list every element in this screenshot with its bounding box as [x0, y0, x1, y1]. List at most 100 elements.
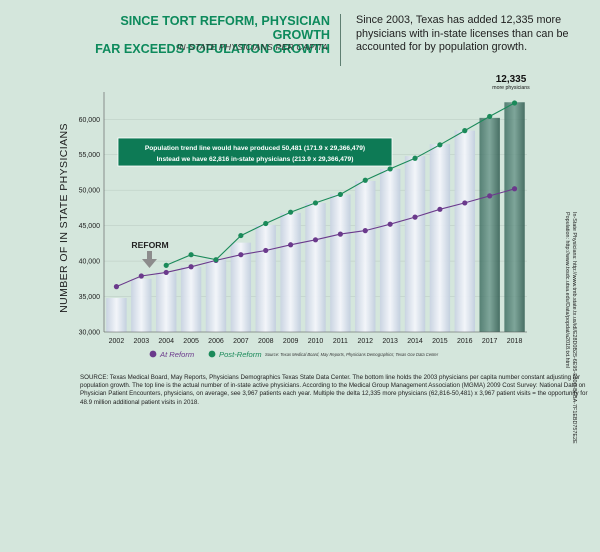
bar: [230, 242, 252, 332]
post-reform-point: [337, 191, 343, 198]
callout-line-1: Population trend line would have produce…: [145, 145, 365, 152]
y-tick-label: 60,000: [79, 117, 101, 124]
callout-line-2: Instead we have 62,816 in-state physicia…: [157, 156, 354, 163]
top-value-sub: more physicians: [492, 85, 530, 91]
y-tick-label: 50,000: [79, 188, 101, 195]
at-reform-point: [462, 200, 468, 206]
at-reform-point: [387, 221, 393, 227]
bar: [504, 102, 525, 332]
top-value-annotation: 12,335 more physicians: [492, 74, 530, 91]
x-tick-label: 2002: [109, 338, 125, 345]
post-reform-point: [387, 166, 393, 172]
bars: [106, 102, 525, 332]
reform-annotation: REFORM: [131, 240, 169, 268]
post-reform-point: [263, 220, 269, 227]
x-tick-label: 2007: [233, 338, 249, 345]
legend-label-at-reform: At Reform: [159, 350, 194, 359]
chart-svg: 30,000 35,000 40,000 45,000 50,000 55,000 60,0…: [58, 74, 530, 359]
intro-text: Since 2003, Texas has added 12,335 more …: [356, 14, 569, 53]
bar: [255, 224, 276, 332]
infographic: SINCE TORT REFORM, PHYSICIAN GROWTH FAR …: [58, 14, 588, 444]
bar: [305, 202, 326, 332]
bar: [131, 278, 152, 332]
y-tick-label: 35,000: [79, 294, 101, 301]
legend-source-note: Source: Texas Medical Board, May Reports…: [265, 352, 439, 357]
post-reform-point: [437, 142, 443, 148]
legend-label-post-reform: Post-Reform: [219, 350, 262, 359]
at-reform-point: [487, 193, 493, 199]
at-reform-point: [337, 231, 343, 237]
at-reform-point: [238, 252, 244, 258]
post-reform-point: [511, 100, 518, 106]
bar: [180, 266, 202, 332]
x-ticks: 2002 2003 2004 2005 2006 2007 2008 2009 2010 2011…: [109, 338, 523, 345]
x-tick-label: 2016: [457, 338, 473, 345]
source-footnote: SOURCE: Texas Medical Board, May Reports…: [80, 374, 588, 406]
x-tick-label: 2014: [407, 338, 423, 345]
bar: [280, 212, 301, 332]
at-reform-point: [263, 247, 269, 254]
legend-marker-post-reform: [208, 350, 216, 358]
x-tick-label: 2009: [283, 338, 299, 345]
at-reform-point: [288, 242, 294, 248]
bar: [106, 297, 127, 332]
y-tick-label: 55,000: [79, 152, 101, 159]
at-reform-point: [511, 186, 518, 192]
legend-marker-at-reform: [149, 350, 157, 358]
y-tick-label: 45,000: [79, 223, 101, 230]
chart-subtitle: IN-STATE PHYSICIANS PER CAPITA: [176, 42, 328, 52]
at-reform-point: [113, 284, 120, 290]
legend: At Reform Post-Reform Source: Texas Medi…: [149, 350, 439, 359]
header-divider: [340, 14, 341, 66]
at-reform-point: [138, 273, 144, 279]
x-tick-label: 2011: [333, 338, 348, 345]
y-ticks: 30,000 35,000 40,000 45,000 50,000 55,000 60,0…: [79, 117, 101, 337]
at-reform-point: [188, 264, 194, 270]
x-tick-label: 2003: [134, 338, 150, 345]
callout-box: Population trend line would have produce…: [117, 137, 393, 167]
x-tick-label: 2015: [432, 338, 448, 345]
y-tick-label: 30,000: [79, 330, 101, 337]
bar: [404, 156, 426, 332]
x-tick-label: 2004: [158, 338, 174, 345]
x-tick-label: 2018: [507, 338, 523, 345]
series-points: [113, 100, 518, 290]
down-arrow-icon: [142, 259, 157, 268]
x-tick-label: 2008: [258, 338, 274, 345]
title-line-1: SINCE TORT REFORM, PHYSICIAN GROWTH: [120, 14, 330, 42]
at-reform-point: [362, 228, 368, 234]
at-reform-point: [163, 269, 169, 276]
bar: [355, 180, 376, 332]
top-value: 12,335: [496, 74, 527, 85]
reform-label: REFORM: [131, 240, 168, 250]
post-reform-point: [312, 200, 319, 206]
x-tick-label: 2006: [208, 338, 224, 345]
post-reform-point: [462, 128, 468, 134]
x-tick-label: 2010: [308, 338, 324, 345]
at-reform-point: [437, 206, 443, 212]
bar: [330, 194, 351, 332]
post-reform-point: [412, 155, 418, 161]
x-tick-label: 2017: [482, 338, 498, 345]
post-reform-point: [238, 232, 244, 239]
bar: [205, 259, 227, 332]
bar: [429, 144, 451, 332]
post-reform-point: [487, 113, 493, 120]
post-reform-point: [188, 252, 194, 258]
post-reform-point: [362, 177, 368, 183]
title-line-2: FAR EXCEEDS POPULATION GROWTH: [95, 42, 330, 56]
post-reform-point: [213, 257, 219, 263]
y-axis-label: NUMBER OF IN STATE PHYSICIANS: [58, 123, 70, 313]
bar: [479, 117, 500, 332]
post-reform-point: [288, 209, 294, 215]
y-tick-label: 40,000: [79, 259, 101, 266]
at-reform-point: [312, 237, 319, 243]
x-tick-label: 2005: [183, 338, 199, 345]
at-reform-point: [412, 214, 418, 220]
x-tick-label: 2012: [357, 338, 373, 345]
x-tick-label: 2013: [382, 338, 398, 345]
bar: [379, 168, 401, 332]
bar: [156, 272, 177, 332]
bar: [454, 130, 475, 332]
post-reform-point: [163, 262, 169, 268]
